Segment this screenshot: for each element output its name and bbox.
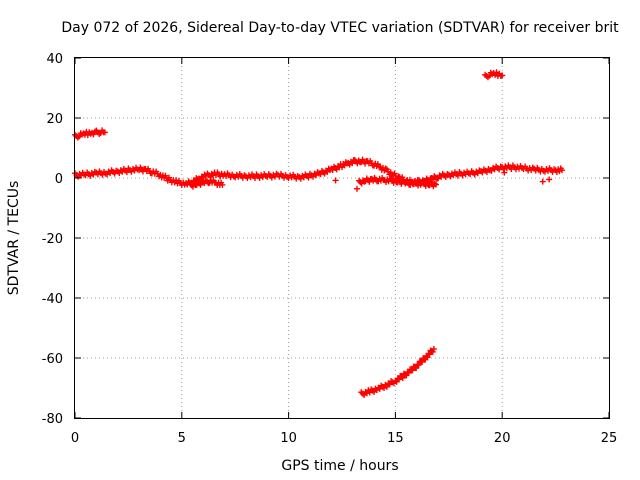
data-point — [430, 346, 437, 352]
grid-layer — [75, 58, 609, 418]
x-tick-label: 15 — [387, 431, 404, 446]
y-tick-label: 0 — [55, 172, 63, 187]
data-point — [197, 181, 204, 188]
plot-frame — [74, 57, 610, 419]
x-tick-label: 10 — [280, 431, 297, 446]
data-point — [398, 373, 405, 380]
data-point — [546, 176, 553, 183]
data-point — [349, 160, 356, 167]
data-point — [363, 390, 370, 397]
data-point — [173, 177, 180, 184]
data-point — [219, 181, 226, 188]
y-axis-label: SDTVAR / TECUs — [6, 181, 22, 296]
data-point — [101, 129, 108, 136]
data-point — [501, 169, 508, 176]
data-point — [353, 185, 360, 192]
y-tick-label: 40 — [46, 52, 63, 67]
data-point — [381, 385, 388, 391]
y-tick-label: -60 — [42, 352, 63, 367]
chart-title: Day 072 of 2026, Sidereal Day-to-day VTE… — [61, 20, 619, 36]
data-point — [332, 177, 339, 184]
data-point — [539, 178, 546, 185]
x-tick-label: 25 — [601, 431, 618, 446]
data-point — [559, 167, 566, 174]
x-tick-label: 20 — [494, 431, 511, 446]
x-axis-label: GPS time / hours — [281, 458, 398, 474]
data-point — [432, 181, 439, 188]
x-tick-label: 0 — [71, 431, 79, 446]
data-point — [424, 354, 431, 361]
data-point — [382, 165, 389, 172]
tick-layer: 0 5 10 15 20 25 -80 -60 -40 -20 0 20 40 — [42, 52, 618, 446]
y-tick-label: -40 — [42, 292, 63, 307]
data-point — [426, 351, 433, 358]
data-point — [419, 359, 426, 365]
data-point — [313, 172, 320, 179]
y-tick-label: -80 — [42, 412, 63, 427]
data-point — [310, 173, 317, 180]
y-tick-label: -20 — [42, 232, 63, 247]
y-tick-label: 20 — [46, 112, 63, 127]
data-point — [429, 348, 436, 355]
data-point — [305, 174, 312, 181]
data-point — [399, 374, 406, 381]
x-tick-label: 5 — [178, 431, 186, 446]
data-point — [499, 72, 506, 79]
data-point — [431, 180, 438, 187]
data-point — [483, 169, 490, 176]
data-point — [415, 362, 422, 369]
points-layer — [72, 69, 566, 398]
